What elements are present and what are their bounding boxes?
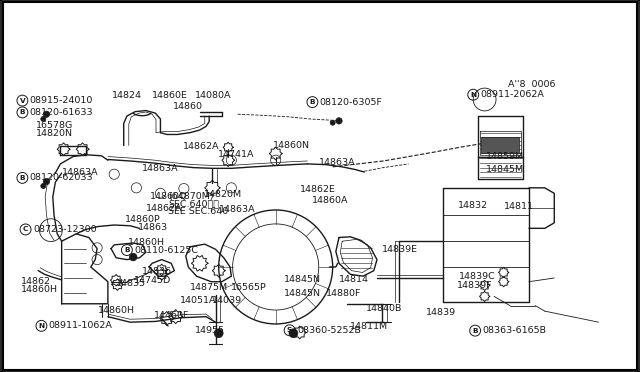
Text: 14039: 14039: [212, 296, 243, 305]
Text: 14741A: 14741A: [218, 150, 254, 159]
Text: B: B: [20, 175, 25, 181]
Text: 08723-12300: 08723-12300: [33, 225, 97, 234]
Text: 14811: 14811: [504, 202, 534, 211]
Text: 14839F: 14839F: [457, 280, 492, 289]
Circle shape: [41, 183, 46, 189]
Text: 14814: 14814: [339, 275, 369, 283]
Text: 14839E: 14839E: [382, 245, 418, 254]
Circle shape: [129, 253, 137, 261]
Text: 14863A: 14863A: [141, 164, 178, 173]
Text: 14860E: 14860E: [152, 92, 188, 100]
Text: 14860H: 14860H: [21, 285, 58, 294]
Text: 14460F: 14460F: [154, 311, 189, 320]
Text: 16578G: 16578G: [36, 121, 74, 130]
Text: A''8  0006: A''8 0006: [508, 80, 556, 89]
Text: 14862A: 14862A: [146, 203, 182, 212]
Circle shape: [44, 111, 50, 118]
Text: 08911-1062A: 08911-1062A: [49, 321, 113, 330]
Circle shape: [44, 179, 50, 185]
Circle shape: [336, 118, 342, 124]
Text: 14860P: 14860P: [125, 215, 161, 224]
Text: 08363-6165B: 08363-6165B: [483, 326, 547, 335]
Text: 14824: 14824: [112, 91, 142, 100]
Text: 14955: 14955: [195, 326, 225, 335]
Text: 08110-6125C: 08110-6125C: [134, 246, 198, 254]
Text: 14875M: 14875M: [190, 283, 228, 292]
Text: SEC.640参照: SEC.640参照: [168, 199, 219, 208]
Text: B: B: [20, 109, 25, 115]
Text: 14820M: 14820M: [204, 190, 242, 199]
Text: 14840B: 14840B: [366, 304, 403, 313]
Text: 14745D: 14745D: [134, 276, 171, 285]
Text: 14820N: 14820N: [36, 129, 74, 138]
Text: SEE SEC.640: SEE SEC.640: [168, 206, 228, 215]
Text: 08120-6305F: 08120-6305F: [320, 97, 383, 107]
Text: 14862E: 14862E: [300, 185, 335, 194]
Text: 14051A: 14051A: [179, 296, 216, 305]
Text: 14863A: 14863A: [219, 205, 255, 214]
Text: 08911-2062A: 08911-2062A: [481, 90, 545, 99]
Text: 14863: 14863: [138, 223, 168, 232]
Circle shape: [289, 329, 298, 338]
Text: 14859M: 14859M: [486, 152, 524, 161]
Text: 14845N: 14845N: [284, 289, 321, 298]
Text: 14832: 14832: [458, 201, 488, 210]
Text: (64870M): (64870M): [168, 192, 214, 201]
Text: B: B: [124, 247, 130, 253]
Circle shape: [41, 116, 46, 122]
Circle shape: [330, 120, 335, 125]
Text: 14860A: 14860A: [312, 196, 348, 205]
Text: 14835: 14835: [116, 279, 146, 288]
Text: 14860H: 14860H: [99, 306, 136, 315]
Text: 14860H: 14860H: [127, 238, 164, 247]
Text: C: C: [23, 227, 28, 232]
Text: 14862A: 14862A: [182, 142, 219, 151]
Text: 16565P: 16565P: [231, 283, 267, 292]
Text: V: V: [20, 97, 25, 104]
Text: 08915-24010: 08915-24010: [30, 96, 93, 105]
Text: 14080A: 14080A: [195, 92, 232, 100]
Text: B: B: [310, 99, 315, 105]
Text: 14845N: 14845N: [284, 275, 321, 283]
Text: N: N: [470, 92, 476, 98]
Text: 14839: 14839: [426, 308, 456, 317]
Text: 14839C: 14839C: [460, 272, 496, 281]
Text: 14860: 14860: [173, 102, 203, 111]
Text: 14811M: 14811M: [350, 322, 388, 331]
Text: 14862: 14862: [21, 277, 51, 286]
Text: 14836: 14836: [141, 267, 172, 276]
Text: 14863A: 14863A: [319, 158, 355, 167]
Polygon shape: [481, 137, 520, 153]
Text: 14860Q: 14860Q: [150, 192, 188, 201]
Text: 08120-61633: 08120-61633: [30, 108, 93, 117]
Text: 08360-5252B: 08360-5252B: [297, 326, 361, 335]
Text: N: N: [38, 323, 44, 329]
Text: 14863A: 14863A: [61, 167, 99, 177]
Text: S: S: [287, 327, 292, 333]
Circle shape: [214, 329, 223, 338]
Text: 14880F: 14880F: [326, 289, 362, 298]
Text: B: B: [472, 328, 478, 334]
Text: 14860N: 14860N: [273, 141, 310, 150]
Text: 14845M: 14845M: [486, 165, 524, 174]
Text: 08120-62033: 08120-62033: [30, 173, 93, 182]
